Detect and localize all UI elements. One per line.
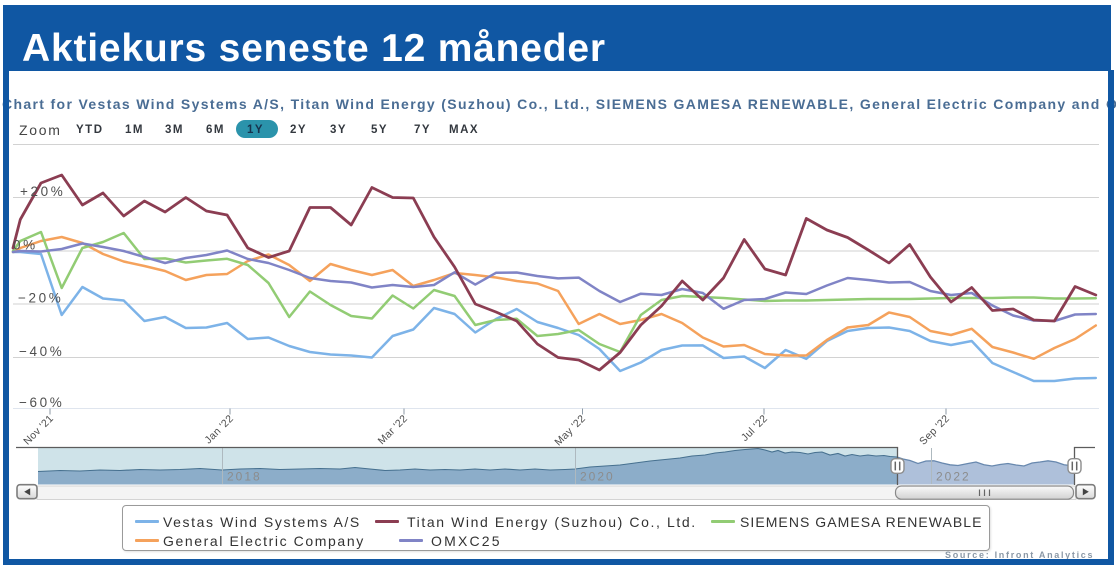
svg-text:+20%: +20% [20, 184, 65, 199]
svg-text:Mar '22: Mar '22 [376, 413, 411, 448]
svg-text:−60%: −60% [19, 395, 64, 410]
svg-text:2022: 2022 [936, 470, 971, 484]
svg-text:May '22: May '22 [552, 413, 588, 449]
svg-text:0%: 0% [13, 238, 38, 253]
svg-text:2020: 2020 [580, 470, 615, 484]
svg-text:Sep '22: Sep '22 [917, 413, 952, 448]
svg-text:−20%: −20% [18, 291, 63, 306]
svg-text:Jul '22: Jul '22 [739, 413, 770, 444]
svg-text:2018: 2018 [227, 470, 262, 484]
svg-text:Jan '22: Jan '22 [202, 413, 236, 447]
svg-text:Nov '21: Nov '21 [21, 413, 56, 448]
svg-text:−40%: −40% [19, 344, 64, 359]
